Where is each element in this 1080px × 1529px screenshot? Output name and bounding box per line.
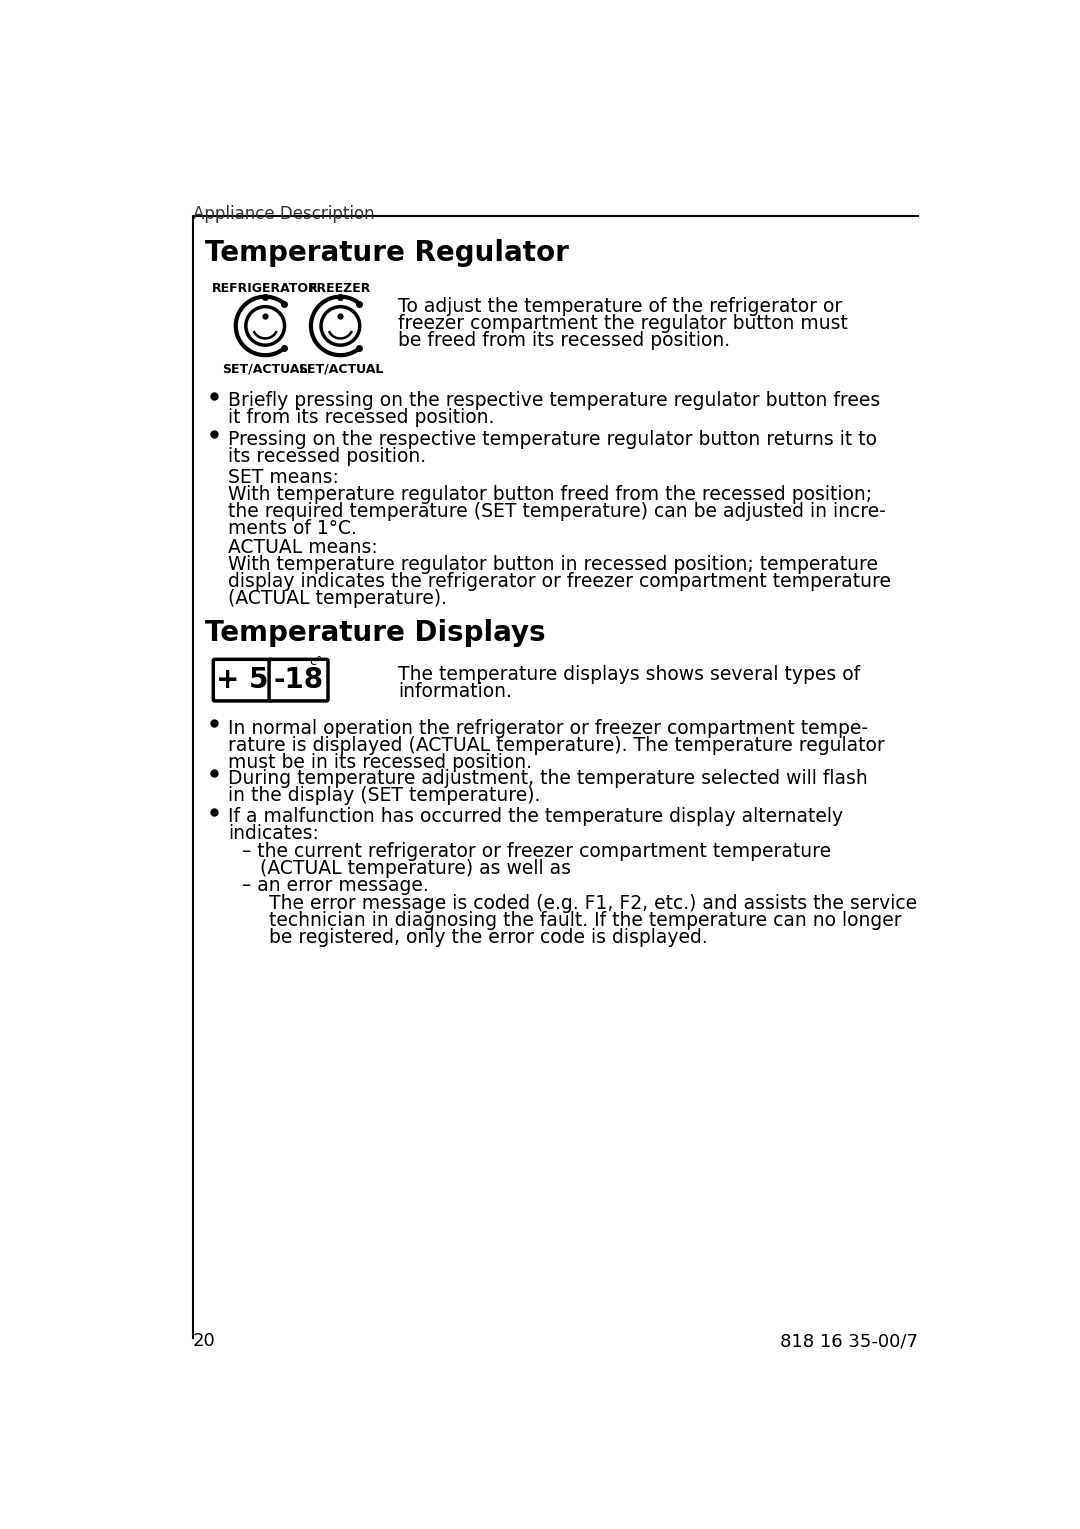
Text: freezer compartment the regulator button must: freezer compartment the regulator button… <box>399 315 849 333</box>
Text: its recessed position.: its recessed position. <box>228 446 427 466</box>
Text: be registered, only the error code is displayed.: be registered, only the error code is di… <box>252 928 708 946</box>
Text: display indicates the refrigerator or freezer compartment temperature: display indicates the refrigerator or fr… <box>228 572 891 590</box>
Text: + 5: + 5 <box>216 667 269 694</box>
Text: With temperature regulator button freed from the recessed position;: With temperature regulator button freed … <box>228 485 873 505</box>
Text: it from its recessed position.: it from its recessed position. <box>228 408 495 427</box>
Text: Appliance Description: Appliance Description <box>193 205 375 223</box>
Text: ACTUAL means:: ACTUAL means: <box>228 538 378 557</box>
Text: SET means:: SET means: <box>228 468 339 488</box>
Text: To adjust the temperature of the refrigerator or: To adjust the temperature of the refrige… <box>399 298 842 317</box>
Text: information.: information. <box>399 682 512 700</box>
Text: (ACTUAL temperature).: (ACTUAL temperature). <box>228 589 447 607</box>
Text: REFRIGERATOR: REFRIGERATOR <box>212 281 319 295</box>
Text: the required temperature (SET temperature) can be adjusted in incre-: the required temperature (SET temperatur… <box>228 502 886 521</box>
Text: -18: -18 <box>273 667 324 694</box>
Text: rature is displayed (ACTUAL temperature). The temperature regulator: rature is displayed (ACTUAL temperature)… <box>228 735 885 755</box>
Text: SET/ACTUAL: SET/ACTUAL <box>298 362 383 375</box>
Text: 818 16 35-00/7: 818 16 35-00/7 <box>780 1332 918 1350</box>
Text: in the display (SET temperature).: in the display (SET temperature). <box>228 786 540 804</box>
Text: The temperature displays shows several types of: The temperature displays shows several t… <box>399 665 861 683</box>
Text: In normal operation the refrigerator or freezer compartment tempe-: In normal operation the refrigerator or … <box>228 719 868 737</box>
Text: Briefly pressing on the respective temperature regulator button frees: Briefly pressing on the respective tempe… <box>228 391 880 410</box>
Text: (ACTUAL temperature) as well as: (ACTUAL temperature) as well as <box>242 859 571 878</box>
Text: With temperature regulator button in recessed position; temperature: With temperature regulator button in rec… <box>228 555 878 573</box>
Text: c°: c° <box>309 654 323 668</box>
Text: Temperature Displays: Temperature Displays <box>205 619 545 647</box>
FancyBboxPatch shape <box>213 659 272 700</box>
Text: must be in its recessed position.: must be in its recessed position. <box>228 752 532 772</box>
Text: – the current refrigerator or freezer compartment temperature: – the current refrigerator or freezer co… <box>242 842 832 861</box>
Text: ments of 1°C.: ments of 1°C. <box>228 520 356 538</box>
Text: 20: 20 <box>193 1332 216 1350</box>
Text: – an error message.: – an error message. <box>242 876 429 896</box>
FancyBboxPatch shape <box>269 659 328 700</box>
Text: be freed from its recessed position.: be freed from its recessed position. <box>399 332 731 350</box>
Text: Pressing on the respective temperature regulator button returns it to: Pressing on the respective temperature r… <box>228 430 877 450</box>
Text: The error message is coded (e.g. F1, F2, etc.) and assists the service: The error message is coded (e.g. F1, F2,… <box>252 894 917 913</box>
Text: technician in diagnosing the fault. If the temperature can no longer: technician in diagnosing the fault. If t… <box>252 911 902 930</box>
Text: Temperature Regulator: Temperature Regulator <box>205 239 569 268</box>
Text: If a malfunction has occurred the temperature display alternately: If a malfunction has occurred the temper… <box>228 807 843 826</box>
Text: FREEZER: FREEZER <box>309 281 372 295</box>
Text: indicates:: indicates: <box>228 824 319 842</box>
Text: During temperature adjustment, the temperature selected will flash: During temperature adjustment, the tempe… <box>228 769 867 787</box>
Text: SET/ACTUAL: SET/ACTUAL <box>222 362 308 375</box>
